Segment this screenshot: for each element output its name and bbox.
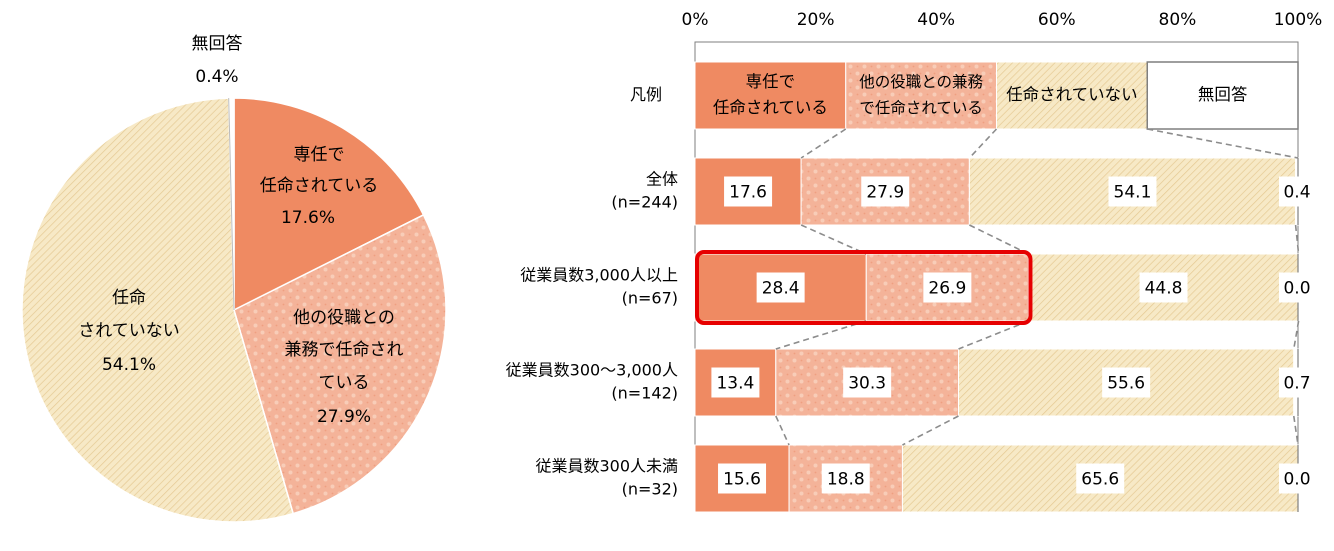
connector-line xyxy=(775,320,867,350)
category-label: (n=142) xyxy=(611,384,678,403)
pie-label-dedicated: 専任で xyxy=(294,145,345,165)
value-label-no_answer: 0.4 xyxy=(1283,183,1310,203)
legend-label-concurrent: 他の役職との兼務 xyxy=(859,73,983,91)
connector-line xyxy=(1294,224,1300,255)
legend-swatch-concurrent xyxy=(845,61,997,130)
value-label-box xyxy=(861,176,910,207)
x-tick-label: 20% xyxy=(797,10,835,30)
value-label-no_answer: 0.0 xyxy=(1283,470,1310,490)
value-label-box xyxy=(1279,176,1315,207)
legend-swatch-dedicated xyxy=(694,61,847,130)
value-label-box xyxy=(1076,463,1125,494)
value-label-box xyxy=(923,272,972,303)
value-label-not_appointed: 65.6 xyxy=(1081,470,1119,490)
pie-value-concurrent: 27.9% xyxy=(317,407,371,427)
category-label: (n=67) xyxy=(622,289,678,308)
value-label-box xyxy=(724,176,773,207)
category-label: 全体 xyxy=(646,170,678,189)
value-label-not_appointed: 44.8 xyxy=(1145,279,1183,299)
pie-label-concurrent: ている xyxy=(319,373,370,393)
category-label: 従業員数300人未満 xyxy=(535,457,678,476)
highlight-box xyxy=(695,250,1033,325)
value-label-not_appointed: 54.1 xyxy=(1114,183,1152,203)
pie-value-dedicated: 17.6% xyxy=(281,208,335,228)
value-label-concurrent: 18.8 xyxy=(827,470,865,490)
value-label-box xyxy=(711,367,760,398)
legend-label-dedicated: 任命されている xyxy=(713,98,828,117)
value-label-box xyxy=(1279,463,1315,494)
legend-label-concurrent: で任命されている xyxy=(859,99,983,117)
connector-line xyxy=(968,128,998,159)
pie-slice-concurrent xyxy=(233,213,447,515)
legend-swatch-not_appointed xyxy=(996,61,1148,130)
value-label-box xyxy=(756,272,805,303)
value-label-box xyxy=(1108,176,1157,207)
pie-value-not_appointed: 54.1% xyxy=(102,355,156,375)
legend-title: 凡例 xyxy=(630,85,662,104)
x-tick-label: 60% xyxy=(1038,10,1076,30)
category-label: 従業員数3,000人以上 xyxy=(520,266,678,285)
value-label-box xyxy=(1139,272,1188,303)
category-label: 従業員数300～3,000人 xyxy=(506,361,678,380)
pie-label-dedicated: 任命されている xyxy=(260,176,379,196)
pie-label-no_answer: 無回答 xyxy=(192,34,243,54)
category-label: (n=244) xyxy=(611,193,678,212)
connector-line xyxy=(969,224,1029,255)
legend-swatch-no_answer xyxy=(1146,61,1299,130)
connector-line xyxy=(902,415,959,446)
connector-line xyxy=(800,128,847,159)
pie-label-concurrent: 他の役職との xyxy=(293,308,395,328)
value-label-dedicated: 28.4 xyxy=(762,279,800,299)
x-tick-label: 100% xyxy=(1274,10,1323,30)
value-label-concurrent: 26.9 xyxy=(928,279,966,299)
pie-label-not_appointed: 任命 xyxy=(112,288,146,308)
category-label: (n=32) xyxy=(622,480,678,499)
connector-line xyxy=(775,415,790,446)
x-tick-label: 80% xyxy=(1159,10,1197,30)
connector-line xyxy=(958,320,1029,350)
value-label-dedicated: 15.6 xyxy=(723,470,761,490)
value-label-box xyxy=(843,367,892,398)
pie-value-no_answer: 0.4% xyxy=(195,67,238,87)
x-tick-label: 0% xyxy=(682,10,709,30)
pie-label-concurrent: 兼務で任命され xyxy=(285,340,404,360)
connector-line xyxy=(1292,415,1299,446)
value-label-dedicated: 17.6 xyxy=(729,183,767,203)
pie-slice-dedicated xyxy=(233,97,425,312)
value-label-concurrent: 30.3 xyxy=(848,374,886,394)
value-label-no_answer: 0.7 xyxy=(1283,374,1310,394)
legend-label-not_appointed: 任命されていない xyxy=(1006,85,1138,104)
value-label-box xyxy=(718,463,767,494)
legend-label-no_answer: 無回答 xyxy=(1198,85,1248,104)
value-label-box xyxy=(1279,272,1315,303)
legend-label-dedicated: 専任で xyxy=(746,72,796,91)
x-tick-label: 40% xyxy=(917,10,955,30)
value-label-concurrent: 27.9 xyxy=(866,183,904,203)
pie-label-not_appointed: されていない xyxy=(78,321,180,341)
value-label-box xyxy=(1102,367,1151,398)
pie-slice-no-answer-edge xyxy=(228,98,235,311)
value-label-no_answer: 0.0 xyxy=(1283,279,1310,299)
value-label-dedicated: 13.4 xyxy=(716,374,754,394)
value-label-not_appointed: 55.6 xyxy=(1107,374,1145,394)
value-label-box xyxy=(821,463,870,494)
connector-line xyxy=(800,224,867,255)
pie-slice-not_appointed xyxy=(21,97,295,523)
connector-line xyxy=(1147,128,1299,159)
value-label-box xyxy=(1279,367,1315,398)
connector-line xyxy=(1292,320,1300,350)
